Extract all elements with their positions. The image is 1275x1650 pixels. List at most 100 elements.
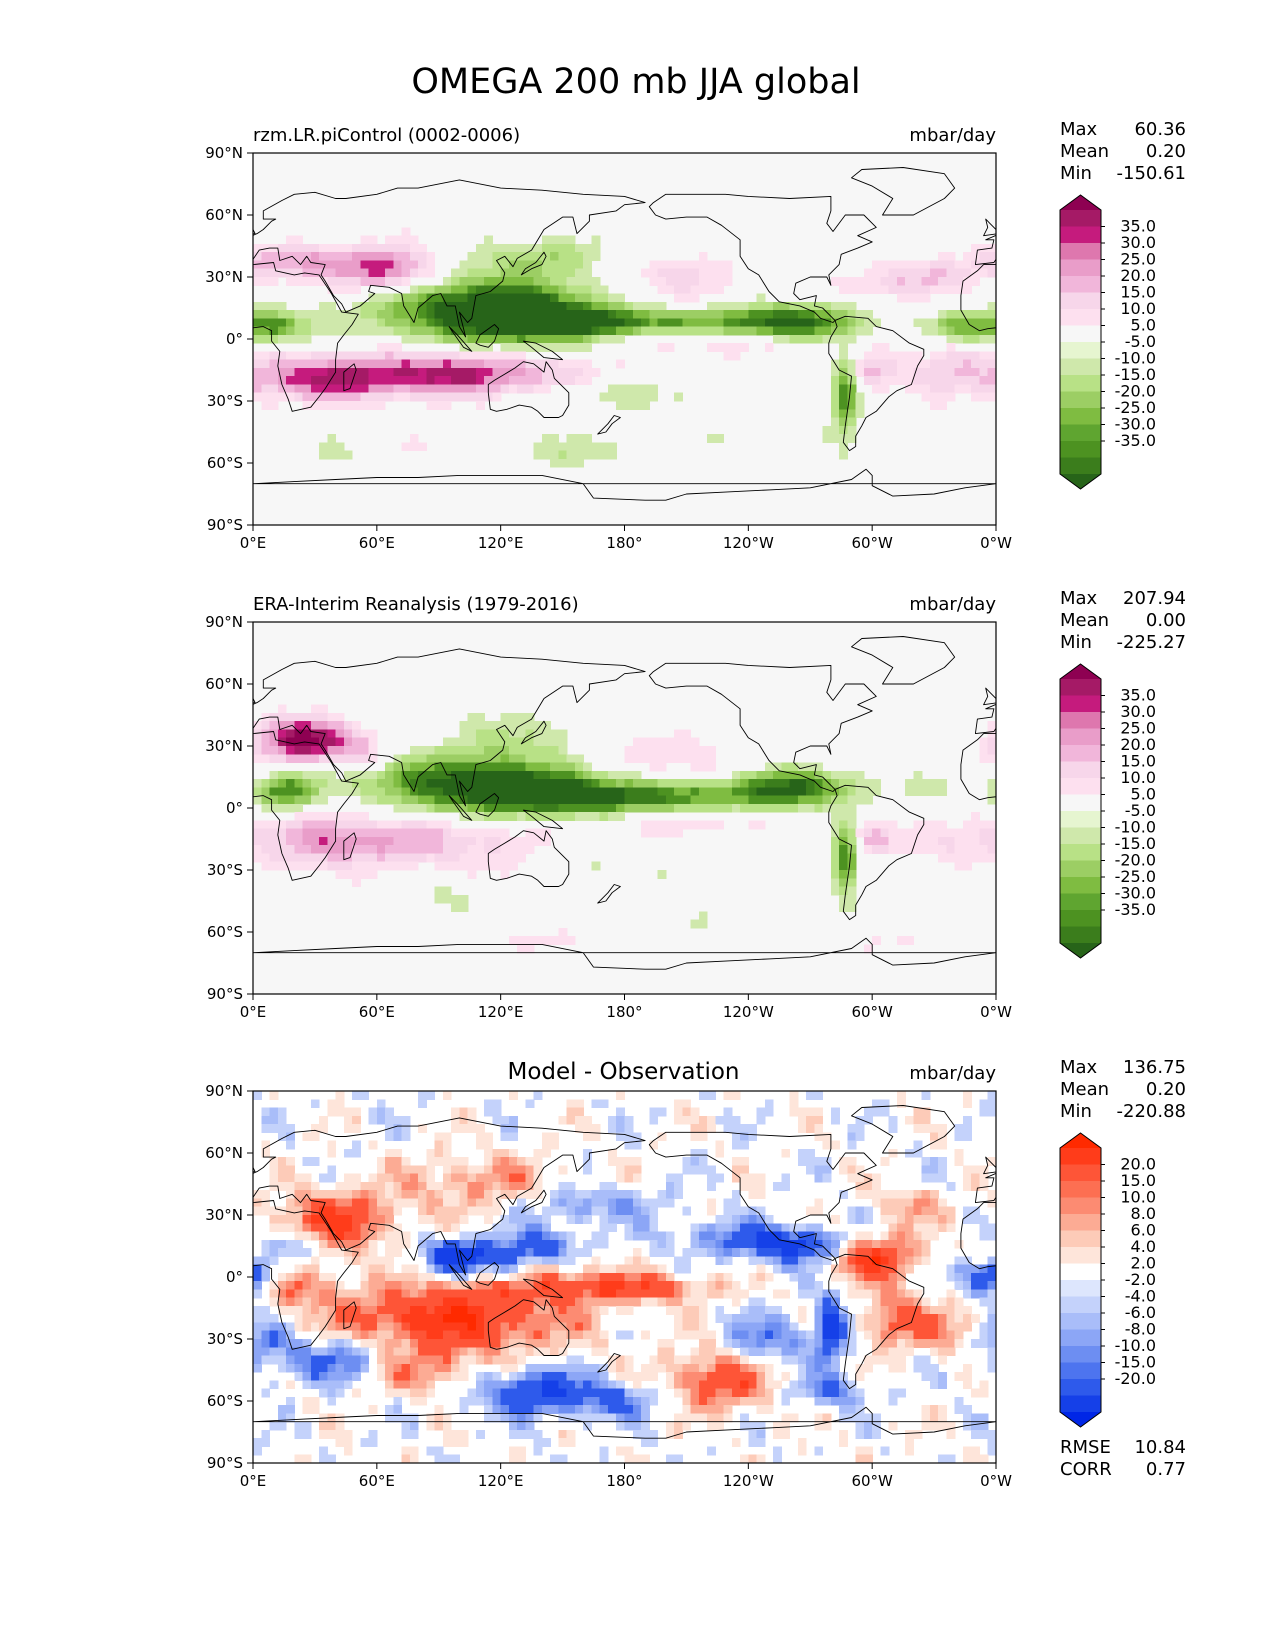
field-cell (624, 1165, 634, 1175)
field-cell (789, 1231, 799, 1241)
field-cell (541, 442, 551, 452)
field-cell (475, 721, 485, 731)
field-cell (541, 1314, 551, 1324)
field-cell (905, 1429, 915, 1439)
field-cell (319, 754, 328, 764)
field-cell (310, 729, 320, 739)
field-cell (500, 1264, 510, 1274)
field-cell (261, 1124, 271, 1133)
field-cell (525, 936, 535, 945)
field-cell (822, 787, 832, 797)
field-cell (343, 310, 353, 319)
field-cell (310, 1124, 320, 1133)
field-cell (418, 1099, 427, 1109)
field-cell (855, 310, 865, 319)
colorbar-tick-label: -25.0 (1115, 398, 1156, 417)
field-cell (583, 1132, 593, 1142)
field-cell (492, 1181, 502, 1191)
field-cell (385, 1223, 394, 1233)
field-cell (979, 318, 989, 328)
field-cell (773, 787, 782, 797)
field-cell (938, 1173, 948, 1183)
field-cell (376, 392, 386, 402)
field-cell (847, 894, 857, 904)
field-cell (294, 1215, 304, 1224)
coastline (828, 1253, 925, 1390)
field-cell (418, 367, 427, 377)
field-cell (459, 301, 469, 311)
field-cell (517, 944, 527, 954)
field-cell (905, 1256, 915, 1266)
field-cell (459, 1206, 469, 1216)
field-cell (269, 1289, 279, 1299)
colorbar-segment (1060, 1197, 1101, 1215)
field-cell (393, 367, 403, 377)
field-cell (500, 828, 510, 838)
field-cell (459, 1438, 469, 1448)
field-cell (368, 1206, 378, 1216)
field-cell (616, 1330, 626, 1340)
field-cell (508, 1454, 518, 1463)
field-cell (789, 795, 799, 805)
field-cell (253, 737, 262, 747)
field-cell (789, 318, 799, 328)
field-cell (797, 1157, 807, 1166)
colorbar-segment (1060, 827, 1101, 845)
field-cell (451, 1198, 460, 1208)
field-cell (327, 836, 337, 846)
field-cell (393, 762, 403, 772)
x-tick-label: 0°W (980, 534, 1012, 552)
field-cell (806, 1091, 815, 1100)
colorbar-tick-label: -5.0 (1125, 332, 1156, 351)
field-cell (385, 1132, 394, 1142)
coastline (448, 326, 473, 352)
field-cell (253, 721, 262, 731)
field-cell (261, 401, 271, 410)
field-cell (880, 1339, 890, 1348)
field-cell (921, 1091, 931, 1100)
stat-label: Mean (1060, 610, 1109, 631)
field-cell (302, 1372, 312, 1381)
field-cell (913, 1248, 923, 1257)
field-cell (896, 1091, 906, 1100)
field-cell (690, 1148, 700, 1158)
field-cell (409, 252, 419, 262)
field-cell (830, 886, 840, 896)
field-cell (806, 1115, 815, 1125)
field-cell (566, 754, 576, 764)
field-cell (467, 721, 477, 731)
field-cell (294, 326, 304, 336)
field-cell (954, 376, 964, 386)
field-cell (682, 1372, 692, 1381)
field-cell (467, 277, 477, 286)
field-cell (781, 326, 791, 336)
field-cell (624, 1413, 634, 1423)
field-cell (822, 1372, 832, 1381)
field-cell (426, 334, 436, 344)
field-cell (847, 1132, 857, 1142)
field-cell (624, 1132, 634, 1142)
field-cell (971, 1454, 981, 1463)
field-cell (261, 729, 271, 739)
field-cell (393, 787, 403, 797)
field-cell (715, 1272, 725, 1282)
field-cell (583, 1396, 593, 1406)
field-cell (641, 1206, 650, 1216)
field-cell (591, 861, 601, 871)
field-cell (781, 779, 791, 788)
field-cell (657, 268, 667, 278)
field-cell (682, 1115, 692, 1125)
field-cell (253, 836, 262, 846)
field-cell (418, 1190, 427, 1200)
field-cell (954, 1132, 964, 1142)
field-cell (814, 1264, 824, 1274)
field-cell (707, 1272, 716, 1282)
field-cell (558, 1438, 568, 1448)
field-cell (624, 1454, 634, 1463)
field-cell (459, 268, 469, 278)
field-cell (938, 787, 948, 797)
field-cell (599, 1231, 609, 1241)
field-cell (360, 770, 370, 780)
field-cell (566, 1215, 576, 1224)
field-cell (674, 1107, 683, 1117)
